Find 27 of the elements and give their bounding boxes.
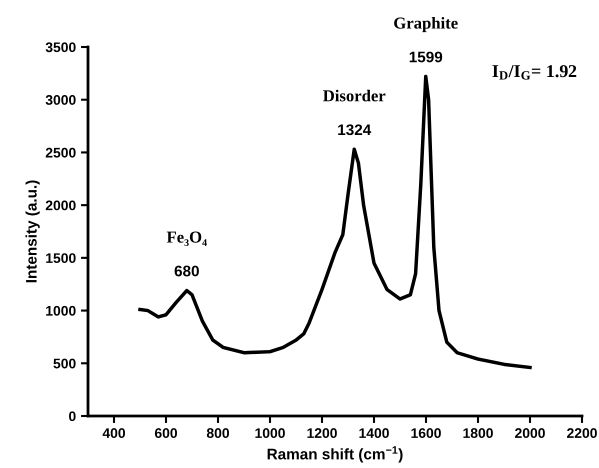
x-tick-label: 1600 (411, 428, 441, 438)
annotation: Fe₃O₄ (166, 232, 207, 246)
text: Graphite (394, 16, 458, 32)
y-tick-label: 3000 (46, 95, 76, 105)
y-tick-label: 0 (69, 411, 76, 422)
y-tick-label: 2000 (46, 200, 76, 210)
y-tick-label: 1000 (46, 306, 76, 316)
annotation: Disorder (323, 90, 386, 102)
x-axis-title: Raman shift (cm$^{−1}$) (268, 446, 403, 462)
y-tick-label: 2500 (46, 148, 76, 158)
x-tick-label: 400 (102, 428, 126, 438)
x-tick-label: 2200 (567, 428, 597, 438)
annotation: 680 (174, 266, 199, 276)
x-tick-label: 800 (206, 428, 230, 438)
x-tick-label: 2000 (515, 428, 545, 438)
y-tick-label: 1500 (46, 253, 76, 264)
x-tick-label: 1000 (255, 428, 285, 438)
x-tick-label: 1400 (359, 428, 389, 438)
x-tick-label: 1800 (463, 428, 493, 438)
y-axis-title: Intensity (a.u.) (26, 180, 40, 282)
x-tick-label: 1200 (307, 428, 337, 438)
annotation: 1599 (410, 52, 442, 62)
x-tick-label: 600 (154, 428, 178, 438)
annotation: I$_{D}$/I$_{G}$= 1.92 (492, 65, 576, 80)
annotation: 1324 (338, 124, 372, 136)
y-tick-label: 3500 (46, 42, 76, 52)
y-tick-label: 500 (53, 358, 76, 368)
